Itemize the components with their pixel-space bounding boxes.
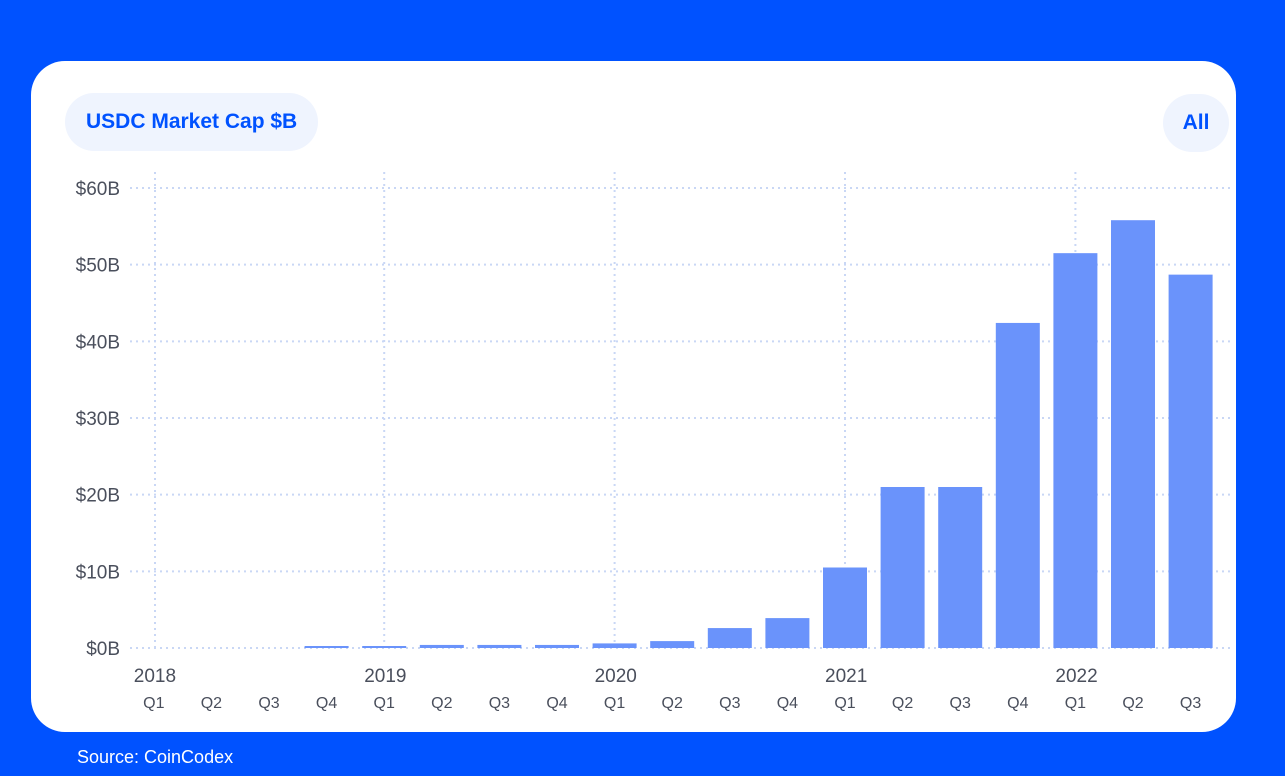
year-label: 2018 [134,666,176,687]
x-tick-label: Q3 [1180,695,1201,712]
y-tick-label: $0B [86,639,120,660]
x-tick-label: Q1 [604,695,625,712]
bar-10[interactable] [707,628,752,648]
x-tick-label: Q3 [489,695,510,712]
bar-13[interactable] [880,487,925,648]
year-label: 2020 [595,666,637,687]
x-tick-label: Q2 [662,695,683,712]
range-all-button[interactable]: All [1163,94,1229,152]
y-tick-label: $50B [76,256,120,277]
bar-4[interactable] [362,646,407,648]
x-tick-label: Q4 [1007,695,1028,712]
x-tick-label: Q2 [1122,695,1143,712]
bar-7[interactable] [535,644,579,648]
bars [304,220,1213,649]
bar-16[interactable] [1053,253,1098,648]
x-tick-label: Q3 [258,695,279,712]
bar-17[interactable] [1111,220,1155,648]
bar-5[interactable] [419,644,464,648]
x-tick-label: Q3 [950,695,971,712]
y-tick-label: $10B [76,562,120,583]
chart-title: USDC Market Cap $B [65,93,319,151]
x-tick-label: Q1 [143,695,164,712]
bar-8[interactable] [592,643,637,648]
x-tick-label: Q2 [201,695,222,712]
y-tick-label: $20B [76,486,120,507]
axis-labels: $0B $10B $20B $30B $40B $50B $60B Q1 Q2 Q3 Q4 Q1 Q2 Q… [76,179,1202,712]
x-tick-label: Q1 [374,695,395,712]
bar-14[interactable] [938,487,983,648]
x-tick-label: Q2 [431,695,452,712]
year-label: 2021 [825,666,867,687]
source-note: Source: CoinCodex [77,747,234,767]
bar-15[interactable] [995,322,1040,648]
year-label: 2019 [364,666,406,687]
x-tick-label: Q3 [719,695,740,712]
y-tick-label: $30B [76,409,120,430]
x-tick-label: Q4 [546,695,567,712]
bar-12[interactable] [823,567,867,649]
x-tick-label: Q1 [834,695,855,712]
x-tick-label: Q1 [1065,695,1086,712]
year-label: 2022 [1055,666,1097,687]
y-tick-label: $40B [76,332,120,353]
bar-18[interactable] [1168,274,1213,648]
bar-6[interactable] [477,644,522,648]
x-tick-label: Q2 [892,695,913,712]
x-tick-label: Q4 [316,695,337,712]
bar-11[interactable] [765,618,810,648]
bar-3[interactable] [304,646,349,648]
y-tick-label: $60B [76,179,120,200]
x-tick-label: Q4 [777,695,798,712]
bar-9[interactable] [650,641,695,648]
